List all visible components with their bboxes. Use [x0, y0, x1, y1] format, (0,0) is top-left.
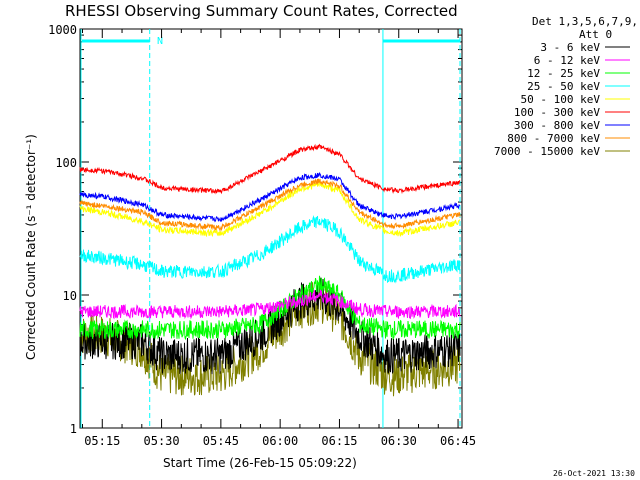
x-tick-label: 05:15: [84, 434, 120, 448]
y-tick-label: 1000: [48, 23, 77, 37]
series-line-3: [79, 214, 461, 284]
legend-label-4: 50 - 100 keV: [521, 93, 601, 106]
x-tick-label: 06:00: [262, 434, 298, 448]
series-line-5: [79, 143, 461, 195]
y-tick-label: 1: [70, 422, 77, 436]
legend-label-5: 100 - 300 keV: [514, 106, 600, 119]
x-tick-label: 06:45: [440, 434, 476, 448]
y-tick-label: 10: [63, 289, 77, 303]
night-marker: N: [157, 36, 163, 47]
legend-label-7: 800 - 7000 keV: [507, 132, 600, 145]
series-line-1: [79, 289, 461, 320]
y-axis-label: Corrected Count Rate (s⁻¹ detector⁻¹): [24, 134, 38, 360]
series-line-6: [79, 172, 461, 223]
y-tick-label: 100: [55, 156, 77, 170]
series-line-7: [79, 178, 461, 232]
x-tick-label: 06:30: [381, 434, 417, 448]
legend-header-2: Att 0: [579, 28, 612, 41]
x-tick-label: 05:30: [144, 434, 180, 448]
timestamp: 26-Oct-2021 13:30: [553, 469, 635, 478]
legend-label-1: 6 - 12 keV: [534, 54, 601, 67]
plot-frame: [79, 28, 463, 429]
series-line-4: [79, 180, 461, 238]
legend-label-6: 300 - 800 keV: [514, 119, 600, 132]
legend-header-1: Det 1,3,5,6,7,9,: [532, 15, 638, 28]
x-axis-label: Start Time (26-Feb-15 05:09:22): [163, 456, 357, 470]
legend-label-3: 25 - 50 keV: [527, 80, 600, 93]
series-line-2: [79, 275, 461, 341]
legend-label-2: 12 - 25 keV: [527, 67, 600, 80]
legend-label-8: 7000 - 15000 keV: [494, 145, 600, 158]
legend-label-0: 3 - 6 keV: [540, 41, 600, 54]
x-tick-label: 05:45: [203, 434, 239, 448]
chart-title: RHESSI Observing Summary Count Rates, Co…: [65, 2, 458, 20]
x-tick-label: 06:15: [321, 434, 357, 448]
